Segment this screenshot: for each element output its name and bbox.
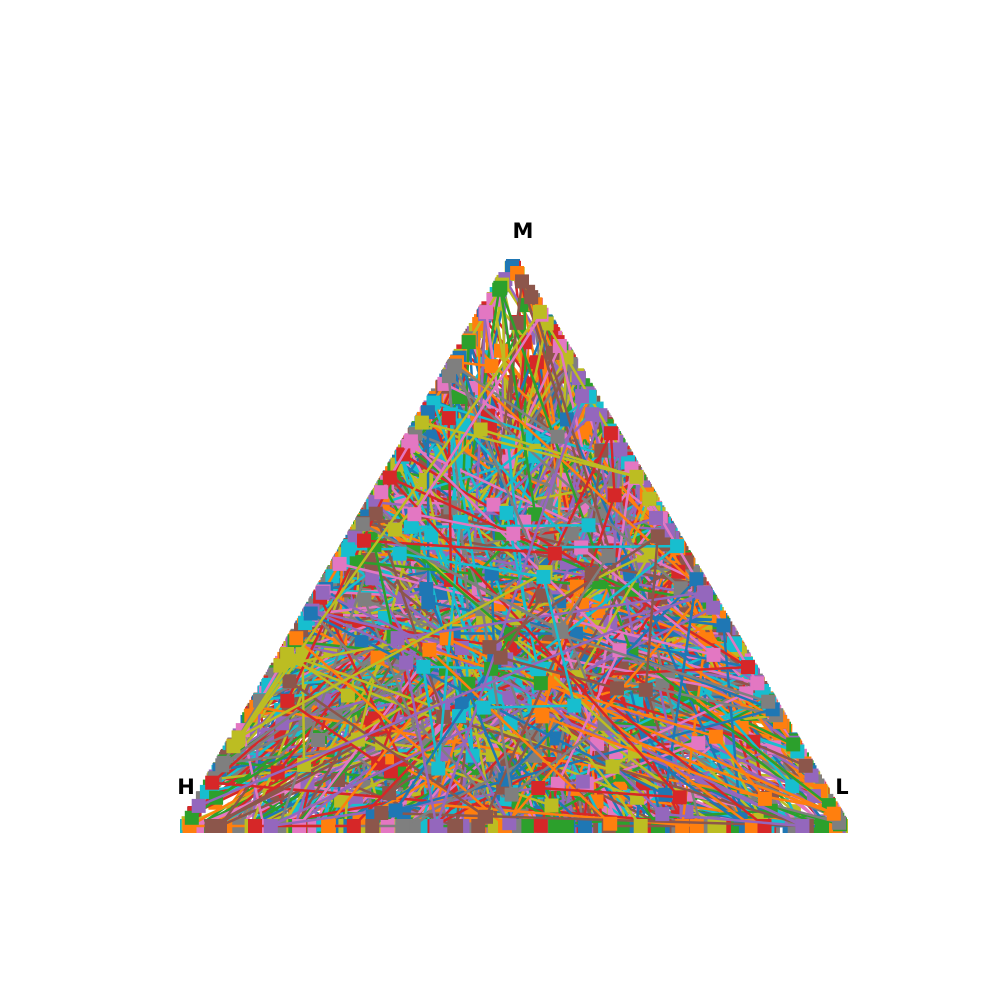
data-point [357, 592, 372, 607]
data-point [486, 497, 501, 512]
data-point [297, 757, 312, 772]
data-point [215, 758, 230, 773]
data-point [280, 693, 295, 708]
data-point [340, 688, 355, 703]
data-point [673, 581, 688, 596]
data-point [689, 819, 704, 833]
data-point [311, 733, 326, 747]
data-point [785, 779, 800, 794]
data-point [493, 280, 508, 295]
data-point [544, 798, 559, 813]
data-point [280, 647, 295, 661]
data-point [750, 676, 765, 691]
data-point [461, 335, 476, 350]
data-point [706, 600, 721, 615]
data-point [263, 819, 278, 833]
series-layer [180, 259, 848, 833]
data-point [559, 819, 574, 833]
data-point [716, 618, 731, 633]
data-point [382, 786, 397, 801]
data-point [520, 819, 535, 833]
data-point [184, 810, 199, 825]
data-point [613, 442, 628, 457]
data-point [524, 290, 539, 305]
data-point [421, 595, 436, 610]
data-point [577, 819, 592, 833]
series-line [363, 374, 682, 769]
data-point [346, 819, 361, 833]
data-point [449, 819, 464, 833]
data-point [649, 510, 663, 525]
data-point [204, 819, 219, 833]
data-point [642, 491, 657, 506]
data-point [321, 819, 336, 833]
data-point [515, 274, 529, 289]
data-point [479, 305, 494, 320]
data-point [798, 758, 813, 773]
data-point [585, 407, 600, 422]
data-point [564, 526, 579, 541]
data-point [815, 819, 829, 833]
data-point [741, 660, 755, 675]
data-point [424, 528, 439, 543]
data-point [786, 737, 801, 752]
data-point [691, 736, 706, 751]
data-point [712, 819, 727, 833]
data-point [205, 775, 220, 790]
data-point [503, 716, 518, 731]
data-point [331, 773, 345, 787]
data-point [548, 819, 563, 833]
data-point [529, 355, 544, 370]
data-point [456, 418, 471, 433]
data-point [273, 658, 288, 673]
data-point [248, 819, 262, 833]
data-point [528, 507, 543, 522]
data-point [575, 774, 590, 789]
data-point [533, 818, 548, 833]
